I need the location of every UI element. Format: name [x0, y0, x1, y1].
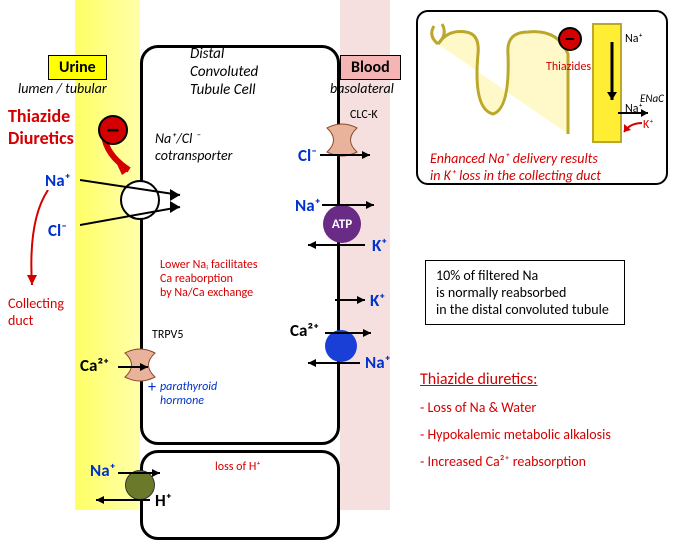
atpase: ATP: [323, 205, 361, 243]
info-text: 10% of filtered Na is normally reabsorbe…: [436, 267, 614, 318]
effects-title: Thiazide diuretics:: [420, 370, 611, 389]
inset-thiazide: Thiazides: [546, 60, 591, 74]
urine-title: Urine: [48, 55, 107, 80]
na-in-arrow: [300, 358, 365, 368]
blood-title: Blood: [340, 55, 401, 80]
info-box: 10% of filtered Na is normally reabsorbe…: [425, 260, 625, 325]
h-out-arrow: [90, 495, 155, 505]
k-out: K⁺: [370, 290, 385, 311]
inset-caption: Enhanced Na⁺ delivery results in K⁺ loss…: [430, 150, 601, 184]
na-cell: Na⁺: [295, 195, 321, 216]
pth-plus: +: [148, 378, 156, 397]
inset-na-arrow: [604, 42, 620, 107]
cell-title: Distal Convoluted Tubule Cell: [190, 45, 258, 99]
ca-lumen: Ca²⁺: [80, 355, 109, 376]
inset-minus: −: [565, 28, 576, 50]
ca-in-arrow: [118, 362, 158, 372]
lower-na-text: Lower Naᵢ facilitates Ca reaborption by …: [160, 258, 258, 300]
trpv5-label: TRPV5: [152, 328, 183, 342]
inset-k-arrow: [620, 120, 645, 136]
nacl-arrows: [80, 175, 190, 230]
effects-block: Thiazide diuretics: - Loss of Na & Water…: [420, 370, 611, 470]
minus-glyph: −: [106, 116, 120, 144]
loss-h-label: loss of H⁺: [215, 460, 261, 474]
inset-inhibit-icon: −: [558, 27, 582, 51]
cl-cell: Cl⁻: [298, 145, 317, 166]
effect-2: - Hypokalemic metabolic alkalosis: [420, 426, 611, 443]
na-lower: Na⁺: [90, 460, 116, 481]
k-out-arrow: [335, 295, 375, 305]
inhibit-icon: −: [98, 115, 128, 145]
collecting-label: Collecting duct: [8, 295, 64, 329]
inset-enac: ENaC: [640, 92, 664, 105]
na-lower-arrow: [118, 468, 168, 478]
urine-sub: lumen / tubular: [18, 80, 107, 97]
collecting-arrow: [20, 190, 60, 295]
inset-na1: Na⁺: [625, 32, 643, 46]
k-blood: K⁺: [372, 235, 387, 256]
ca-cell: Ca²⁺: [290, 320, 319, 341]
cl-lumen: Cl⁻: [48, 220, 67, 241]
thiazide-label: Thiazide Diuretics: [8, 105, 74, 149]
cl-out-arrow: [320, 150, 380, 160]
effect-1: - Loss of Na & Water: [420, 399, 611, 416]
cotransporter-label: Na⁺/Cl ⁻ cotransporter: [155, 130, 232, 164]
na-lumen: Na⁺: [45, 170, 71, 191]
atp-label: ATP: [332, 217, 352, 232]
blood-sub: basolateral: [330, 80, 394, 97]
inset-k: K⁺: [643, 118, 654, 132]
nephron-inset: − Thiazides Na⁺ Na⁺ ENaC K⁺ Enhanced Na⁺…: [416, 10, 668, 185]
clck-label: CLC-K: [350, 108, 378, 122]
na-out-arrow: [322, 200, 382, 210]
pth-label: parathyroid hormone: [160, 380, 217, 408]
na-in-blood: Na⁺: [365, 352, 391, 373]
effect-3: - Increased Ca²⁺ reabsorption: [420, 453, 611, 470]
k-in-arrow: [300, 240, 370, 250]
ca-out-arrow: [325, 328, 380, 338]
h-ion: H⁺: [155, 490, 172, 511]
